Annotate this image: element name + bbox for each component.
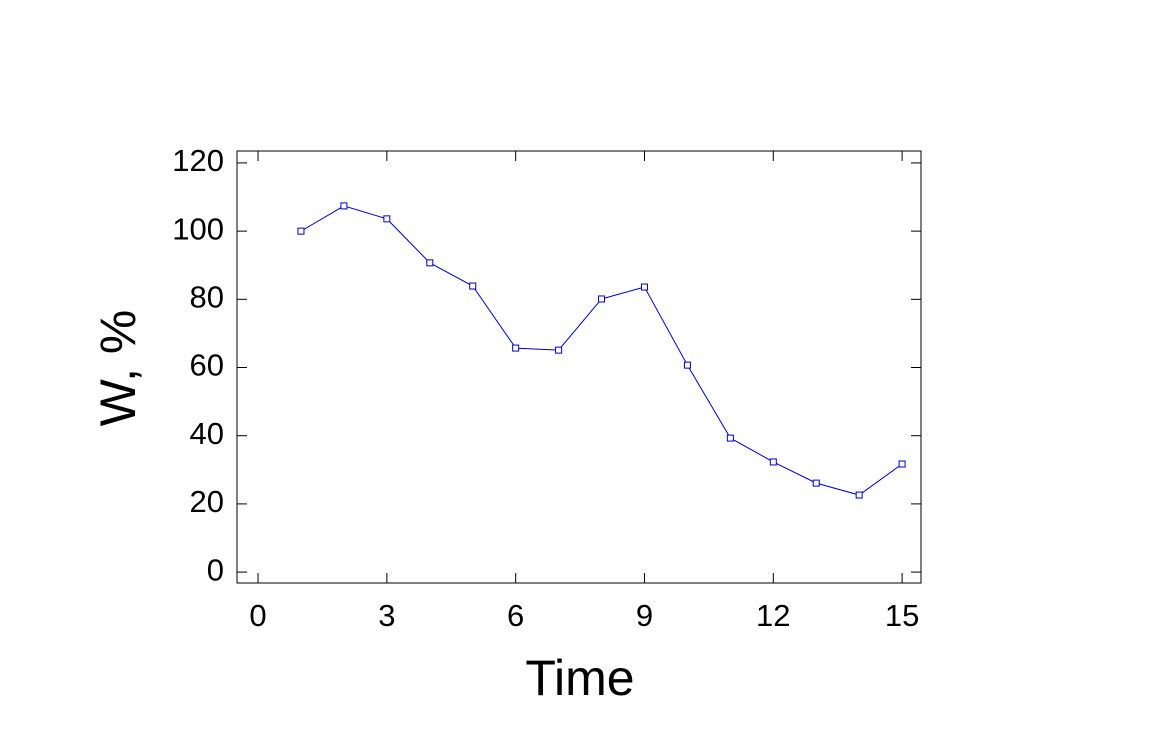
plot-frame (236, 150, 922, 584)
x-axis-title: Time (525, 650, 634, 706)
data-point (426, 259, 434, 267)
data-point (383, 215, 391, 223)
data-point (812, 479, 820, 487)
data-point (726, 434, 734, 442)
x-tick-label: 6 (507, 598, 524, 633)
data-point (769, 458, 777, 466)
y-tick-label: 100 (172, 211, 224, 246)
y-tick-label: 80 (190, 280, 224, 315)
data-point (340, 202, 348, 210)
data-point (297, 227, 305, 235)
data-point (640, 283, 648, 291)
y-tick-label: 20 (190, 484, 224, 519)
y-tick-label: 0 (207, 552, 224, 587)
x-tick-label: 12 (756, 598, 790, 633)
x-tick-label: 0 (249, 598, 266, 633)
data-point (469, 282, 477, 290)
x-tick-label: 3 (378, 598, 395, 633)
y-tick-label: 120 (172, 143, 224, 178)
data-point (512, 344, 520, 352)
data-point (898, 460, 906, 468)
x-tick-label: 15 (885, 598, 919, 633)
y-tick-label: 40 (190, 416, 224, 451)
data-point (598, 295, 606, 303)
data-point (855, 491, 863, 499)
data-line (300, 205, 903, 496)
y-axis-title: W, % (90, 310, 146, 427)
y-tick-label: 60 (190, 348, 224, 383)
data-point (683, 361, 691, 369)
data-point (555, 346, 563, 354)
x-tick-label: 9 (636, 598, 653, 633)
